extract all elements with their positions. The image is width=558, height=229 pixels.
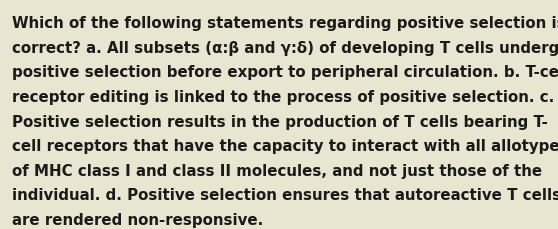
Text: Positive selection results in the production of T cells bearing T-: Positive selection results in the produc… [12, 114, 548, 129]
Text: positive selection before export to peripheral circulation. b. T-cell: positive selection before export to peri… [12, 65, 558, 80]
Text: of MHC class I and class II molecules, and not just those of the: of MHC class I and class II molecules, a… [12, 163, 542, 178]
Text: cell receptors that have the capacity to interact with all allotypes: cell receptors that have the capacity to… [12, 139, 558, 153]
Text: receptor editing is linked to the process of positive selection. c.: receptor editing is linked to the proces… [12, 90, 555, 104]
Text: Which of the following statements regarding positive selection is: Which of the following statements regard… [12, 16, 558, 31]
Text: individual. d. Positive selection ensures that autoreactive T cells: individual. d. Positive selection ensure… [12, 188, 558, 202]
Text: correct? a. All subsets (α:β and γ:δ) of developing T cells undergo: correct? a. All subsets (α:β and γ:δ) of… [12, 41, 558, 55]
Text: are rendered non-responsive.: are rendered non-responsive. [12, 212, 263, 227]
